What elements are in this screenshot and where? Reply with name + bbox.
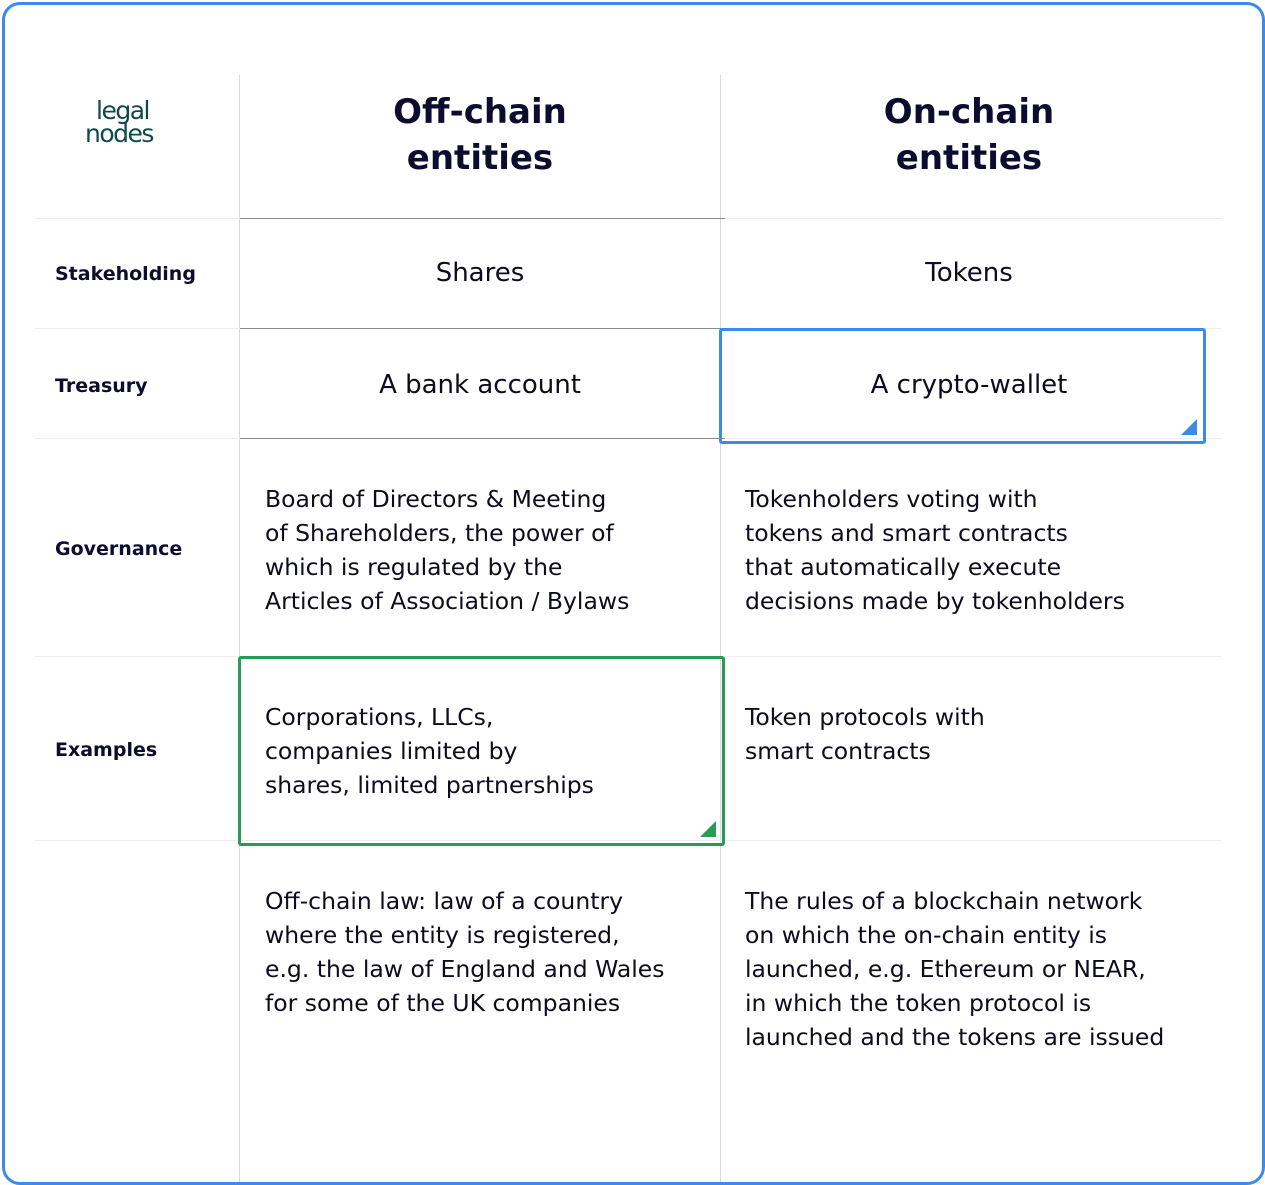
column-header-off-chain-line2: entities <box>406 138 554 178</box>
column-header-on-chain-line2: entities <box>895 138 1043 178</box>
logo-line-2: nodes <box>85 119 154 148</box>
cell-examples-off-chain[interactable]: Corporations, LLCs, companies limited by… <box>265 703 594 799</box>
cell-examples-on-chain[interactable]: Token protocols with smart contracts <box>745 703 985 765</box>
legal-nodes-logo: legal nodes <box>85 96 175 155</box>
row-divider-header <box>35 218 1222 219</box>
row-divider-treasury <box>35 438 1222 439</box>
column-header-on-chain: On-chain entities <box>729 89 1209 181</box>
row-divider-examples <box>35 840 1222 841</box>
selected-cell-outline-examples-off-chain <box>238 656 725 846</box>
logo-line-1: legal <box>96 96 150 125</box>
cell-stakeholding-on-chain[interactable]: Tokens <box>925 258 1013 288</box>
row-label-treasury: Treasury <box>55 375 148 397</box>
cell-law-off-chain[interactable]: Off-chain law: law of a country where th… <box>265 887 665 1017</box>
column-header-on-chain-line1: On-chain <box>883 92 1055 132</box>
cell-law-on-chain[interactable]: The rules of a blockchain network on whi… <box>745 887 1165 1051</box>
column-divider-1 <box>239 75 240 1182</box>
resize-handle-icon[interactable] <box>1181 419 1197 435</box>
selected-cell-outline-treasury-on-chain <box>719 328 1206 444</box>
column-header-off-chain-line1: Off-chain <box>393 92 567 132</box>
resize-handle-icon[interactable] <box>700 821 716 837</box>
row-divider-stakeholding <box>35 328 1222 329</box>
column-header-off-chain: Off-chain entities <box>240 89 720 181</box>
cell-treasury-off-chain[interactable]: A bank account <box>379 370 581 400</box>
cell-stakeholding-off-chain[interactable]: Shares <box>435 258 525 288</box>
cell-governance-off-chain[interactable]: Board of Directors & Meeting of Sharehol… <box>265 485 630 615</box>
column-divider-2 <box>720 75 721 1182</box>
row-label-examples: Examples <box>55 739 158 761</box>
row-label-stakeholding: Stakeholding <box>55 263 196 285</box>
cell-governance-on-chain[interactable]: Tokenholders voting with tokens and smar… <box>745 485 1125 615</box>
row-label-governance: Governance <box>55 538 183 560</box>
cell-treasury-on-chain[interactable]: A crypto-wallet <box>870 370 1068 400</box>
